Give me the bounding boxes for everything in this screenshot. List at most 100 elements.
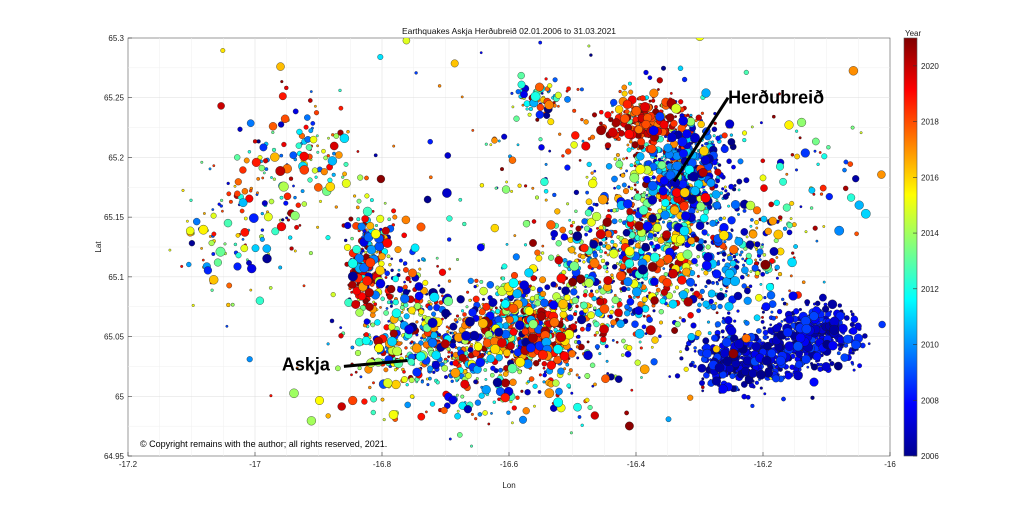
earthquake-point (354, 370, 358, 374)
earthquake-point (208, 167, 212, 171)
earthquake-point (691, 257, 698, 265)
earthquake-point (626, 214, 635, 223)
earthquake-point (326, 342, 330, 346)
earthquake-point (603, 275, 613, 286)
earthquake-point (537, 390, 542, 394)
earthquake-point (538, 40, 543, 45)
earthquake-point (325, 413, 331, 419)
earthquake-point (568, 277, 577, 287)
earthquake-point (329, 318, 335, 324)
earthquake-point (460, 379, 470, 389)
earthquake-point (281, 218, 285, 222)
earthquake-point (726, 326, 737, 336)
earthquake-point (760, 245, 764, 249)
earthquake-point (193, 217, 201, 226)
earthquake-point (639, 218, 642, 221)
earthquake-point (629, 163, 634, 168)
earthquake-point (779, 177, 787, 186)
earthquake-point (363, 332, 369, 338)
earthquake-point (696, 255, 700, 259)
earthquake-point (391, 308, 402, 318)
earthquake-point (717, 303, 723, 310)
earthquake-point (741, 393, 747, 400)
earthquake-point (707, 289, 716, 298)
earthquake-point (681, 318, 686, 323)
earthquake-point (241, 188, 249, 195)
earthquake-point (648, 125, 659, 136)
earthquake-point (524, 306, 534, 316)
earthquake-point (721, 132, 728, 139)
earthquake-point (604, 111, 612, 119)
earthquake-point (486, 281, 495, 289)
earthquake-point (568, 368, 573, 373)
earthquake-point (703, 252, 713, 262)
earthquake-point (384, 276, 388, 279)
earthquake-point (655, 111, 665, 122)
earthquake-point (300, 189, 305, 194)
earthquake-point (200, 160, 204, 164)
earthquake-point (706, 320, 711, 324)
earthquake-point (580, 254, 586, 260)
earthquake-point (211, 231, 217, 237)
earthquake-point (364, 250, 368, 254)
earthquake-point (775, 355, 786, 366)
earthquake-point (696, 210, 699, 214)
earthquake-point (557, 104, 560, 108)
earthquake-point (323, 155, 328, 161)
earthquake-point (310, 121, 316, 126)
earthquake-point (243, 157, 250, 164)
earthquake-point (544, 77, 548, 81)
earthquake-point (268, 286, 273, 290)
earthquake-point (768, 216, 778, 226)
earthquake-point (417, 412, 426, 421)
earthquake-point (769, 258, 775, 264)
earthquake-point (795, 333, 806, 343)
earthquake-point (621, 182, 627, 188)
earthquake-point (449, 322, 458, 331)
earthquake-point (533, 360, 540, 367)
earthquake-point (634, 221, 645, 231)
earthquake-point (625, 156, 629, 160)
earthquake-point (444, 402, 451, 409)
earthquake-point (615, 340, 619, 344)
earthquake-point (388, 323, 396, 331)
earthquake-point (818, 151, 822, 154)
earthquake-point (626, 287, 631, 292)
earthquake-point (494, 327, 504, 337)
earthquake-point (651, 98, 656, 103)
earthquake-point (659, 120, 669, 130)
earthquake-point (590, 134, 596, 140)
earthquake-point (621, 90, 628, 97)
earthquake-point (675, 234, 686, 245)
earthquake-point (631, 320, 639, 328)
earthquake-point (787, 257, 797, 268)
earthquake-point (572, 231, 583, 242)
earthquake-point (364, 193, 370, 199)
earthquake-point (789, 274, 793, 278)
earthquake-point (235, 252, 242, 259)
earthquake-point (773, 199, 780, 206)
earthquake-point (217, 202, 221, 206)
earthquake-point (567, 372, 571, 376)
earthquake-point (634, 193, 642, 201)
earthquake-point (402, 38, 411, 45)
earthquake-point (724, 185, 727, 189)
earthquake-point (309, 90, 313, 93)
earthquake-point (639, 364, 650, 375)
earthquake-point (693, 364, 697, 369)
earthquake-point (450, 59, 459, 68)
earthquake-point (745, 240, 755, 249)
earthquake-point (580, 243, 589, 253)
earthquake-point (566, 314, 574, 322)
earthquake-point (392, 275, 399, 283)
earthquake-point (519, 280, 530, 291)
earthquake-point (775, 162, 785, 171)
earthquake-point (450, 379, 454, 383)
earthquake-point (290, 211, 300, 221)
earthquake-point (237, 126, 243, 132)
earthquake-point (744, 287, 751, 295)
earthquake-point (457, 432, 463, 438)
earthquake-point (538, 373, 542, 377)
earthquake-point (649, 88, 659, 98)
earthquake-point (733, 319, 737, 323)
